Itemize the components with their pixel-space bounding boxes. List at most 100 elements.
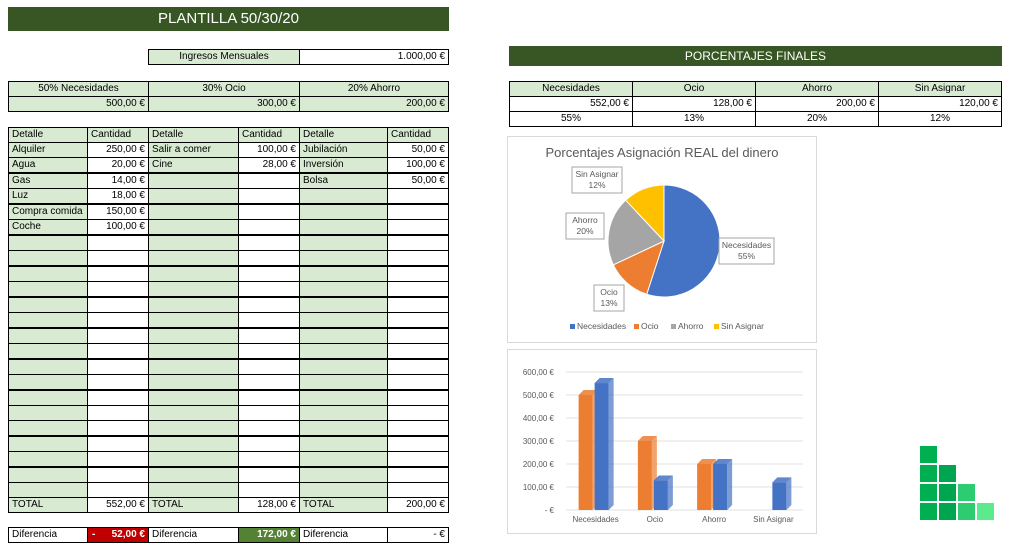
amount-cell[interactable] xyxy=(387,235,449,251)
amount-cell[interactable] xyxy=(387,343,449,359)
detail-cell[interactable] xyxy=(8,374,88,390)
amount-cell[interactable] xyxy=(387,451,449,467)
detail-cell[interactable] xyxy=(148,266,239,282)
detail-cell[interactable] xyxy=(148,250,239,266)
amount-cell[interactable] xyxy=(387,467,449,483)
amount-cell[interactable]: 250,00 € xyxy=(87,142,149,158)
detail-cell[interactable] xyxy=(299,312,388,328)
detail-cell[interactable] xyxy=(148,405,239,421)
amount-cell[interactable] xyxy=(87,436,149,452)
amount-cell[interactable]: 28,00 € xyxy=(238,157,300,173)
amount-cell[interactable] xyxy=(87,405,149,421)
detail-cell[interactable] xyxy=(299,250,388,266)
detail-cell[interactable] xyxy=(148,173,239,189)
amount-cell[interactable] xyxy=(238,250,300,266)
detail-cell[interactable] xyxy=(148,219,239,235)
amount-cell[interactable] xyxy=(387,281,449,297)
amount-cell[interactable] xyxy=(238,312,300,328)
amount-cell[interactable] xyxy=(87,451,149,467)
detail-cell[interactable] xyxy=(299,467,388,483)
detail-cell[interactable] xyxy=(299,235,388,251)
detail-cell[interactable]: Agua xyxy=(8,157,88,173)
detail-cell[interactable] xyxy=(299,297,388,313)
amount-cell[interactable] xyxy=(87,235,149,251)
amount-cell[interactable] xyxy=(238,281,300,297)
detail-cell[interactable] xyxy=(148,312,239,328)
amount-cell[interactable] xyxy=(387,219,449,235)
amount-cell[interactable] xyxy=(87,467,149,483)
detail-cell[interactable] xyxy=(299,266,388,282)
detail-cell[interactable] xyxy=(299,328,388,344)
amount-cell[interactable] xyxy=(238,359,300,375)
amount-cell[interactable] xyxy=(87,281,149,297)
detail-cell[interactable] xyxy=(299,219,388,235)
amount-cell[interactable] xyxy=(238,297,300,313)
detail-cell[interactable] xyxy=(8,250,88,266)
amount-cell[interactable] xyxy=(238,266,300,282)
detail-cell[interactable] xyxy=(148,390,239,406)
detail-cell[interactable] xyxy=(148,374,239,390)
amount-cell[interactable] xyxy=(387,405,449,421)
detail-cell[interactable] xyxy=(148,328,239,344)
amount-cell[interactable] xyxy=(87,328,149,344)
amount-cell[interactable]: 100,00 € xyxy=(87,219,149,235)
amount-cell[interactable]: 18,00 € xyxy=(87,188,149,204)
detail-cell[interactable] xyxy=(8,359,88,375)
detail-cell[interactable]: Gas xyxy=(8,173,88,189)
amount-cell[interactable] xyxy=(387,359,449,375)
detail-cell[interactable] xyxy=(299,405,388,421)
detail-cell[interactable] xyxy=(8,281,88,297)
detail-cell[interactable]: Salir a comer xyxy=(148,142,239,158)
income-value[interactable]: 1.000,00 € xyxy=(299,49,449,65)
amount-cell[interactable] xyxy=(87,312,149,328)
amount-cell[interactable] xyxy=(387,297,449,313)
amount-cell[interactable] xyxy=(87,343,149,359)
detail-cell[interactable] xyxy=(8,297,88,313)
amount-cell[interactable]: 100,00 € xyxy=(387,157,449,173)
amount-cell[interactable]: 150,00 € xyxy=(87,204,149,220)
detail-cell[interactable] xyxy=(148,235,239,251)
detail-cell[interactable]: Alquiler xyxy=(8,142,88,158)
detail-cell[interactable] xyxy=(299,204,388,220)
amount-cell[interactable] xyxy=(87,374,149,390)
amount-cell[interactable] xyxy=(238,204,300,220)
detail-cell[interactable] xyxy=(299,374,388,390)
amount-cell[interactable] xyxy=(387,250,449,266)
amount-cell[interactable]: 20,00 € xyxy=(87,157,149,173)
amount-cell[interactable] xyxy=(387,312,449,328)
amount-cell[interactable] xyxy=(387,188,449,204)
detail-cell[interactable] xyxy=(299,420,388,436)
amount-cell[interactable]: 50,00 € xyxy=(387,173,449,189)
detail-cell[interactable]: Luz xyxy=(8,188,88,204)
amount-cell[interactable] xyxy=(238,219,300,235)
detail-cell[interactable] xyxy=(8,312,88,328)
detail-cell[interactable] xyxy=(8,451,88,467)
detail-cell[interactable] xyxy=(148,420,239,436)
amount-cell[interactable] xyxy=(87,420,149,436)
detail-cell[interactable]: Inversión xyxy=(299,157,388,173)
amount-cell[interactable]: 50,00 € xyxy=(387,142,449,158)
amount-cell[interactable]: 100,00 € xyxy=(238,142,300,158)
detail-cell[interactable]: Compra comida xyxy=(8,204,88,220)
amount-cell[interactable] xyxy=(238,374,300,390)
amount-cell[interactable] xyxy=(87,250,149,266)
amount-cell[interactable] xyxy=(238,343,300,359)
detail-cell[interactable] xyxy=(148,436,239,452)
amount-cell[interactable] xyxy=(387,328,449,344)
amount-cell[interactable] xyxy=(238,173,300,189)
amount-cell[interactable] xyxy=(238,436,300,452)
bar-chart-pane[interactable]: - € 100,00 € 200,00 € 300,00 € 400,00 € 500,0… xyxy=(507,349,817,534)
detail-cell[interactable] xyxy=(8,482,88,498)
detail-cell[interactable] xyxy=(8,420,88,436)
detail-cell[interactable] xyxy=(148,188,239,204)
detail-cell[interactable] xyxy=(8,390,88,406)
amount-cell[interactable] xyxy=(238,467,300,483)
amount-cell[interactable] xyxy=(387,482,449,498)
amount-cell[interactable] xyxy=(387,390,449,406)
amount-cell[interactable] xyxy=(87,390,149,406)
detail-cell[interactable] xyxy=(8,235,88,251)
detail-cell[interactable] xyxy=(299,343,388,359)
detail-cell[interactable] xyxy=(148,204,239,220)
detail-cell[interactable] xyxy=(148,467,239,483)
amount-cell[interactable] xyxy=(387,266,449,282)
